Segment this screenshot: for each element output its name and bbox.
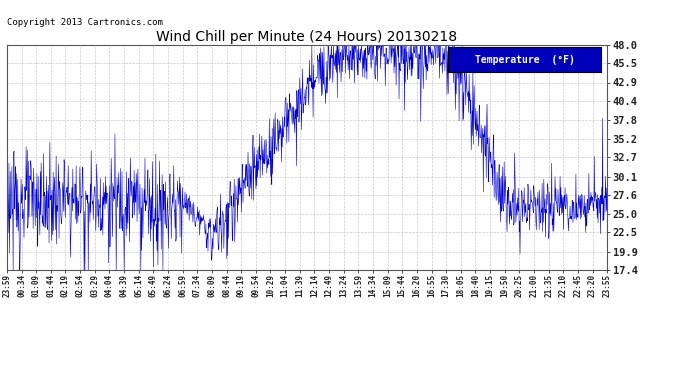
Text: Copyright 2013 Cartronics.com: Copyright 2013 Cartronics.com [7,18,163,27]
Title: Wind Chill per Minute (24 Hours) 20130218: Wind Chill per Minute (24 Hours) 2013021… [157,30,457,44]
